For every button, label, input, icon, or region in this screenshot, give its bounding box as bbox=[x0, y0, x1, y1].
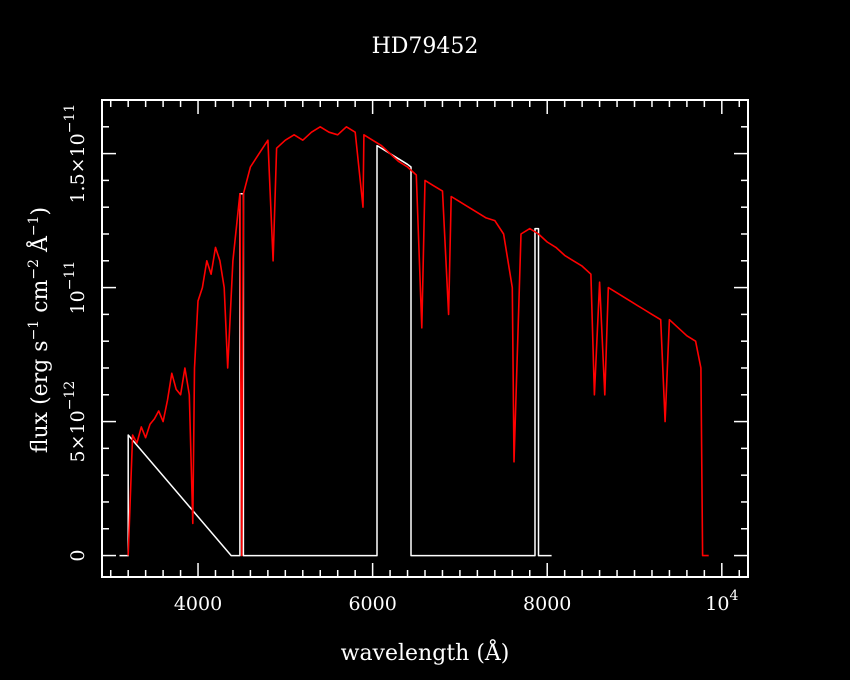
x-tick-labels: 4000 6000 8000 104 bbox=[174, 588, 739, 615]
x-tick-label: 104 bbox=[705, 588, 738, 615]
y-tick-label: 1.5×10−11 bbox=[62, 104, 89, 204]
x-tick-label: 8000 bbox=[523, 593, 571, 615]
chart-title: HD79452 bbox=[372, 34, 479, 59]
series-line-0 bbox=[127, 126, 709, 557]
series-line-1 bbox=[119, 144, 552, 557]
y-tick-label: 10−11 bbox=[62, 261, 89, 315]
y-axis-label: flux (erg s−1 cm−2 Å−1) bbox=[25, 207, 53, 453]
y-tick-label: 5×10−12 bbox=[62, 381, 89, 463]
y-tick-labels: 0 5×10−12 10−11 1.5×10−11 bbox=[62, 104, 89, 562]
x-axis-label: wavelength (Å) bbox=[341, 638, 510, 666]
x-tick-label: 4000 bbox=[174, 593, 222, 615]
series-layer bbox=[119, 126, 709, 557]
y-tick-label: 0 bbox=[67, 550, 89, 562]
x-tick-label: 6000 bbox=[348, 593, 396, 615]
tick-marks bbox=[102, 99, 748, 577]
